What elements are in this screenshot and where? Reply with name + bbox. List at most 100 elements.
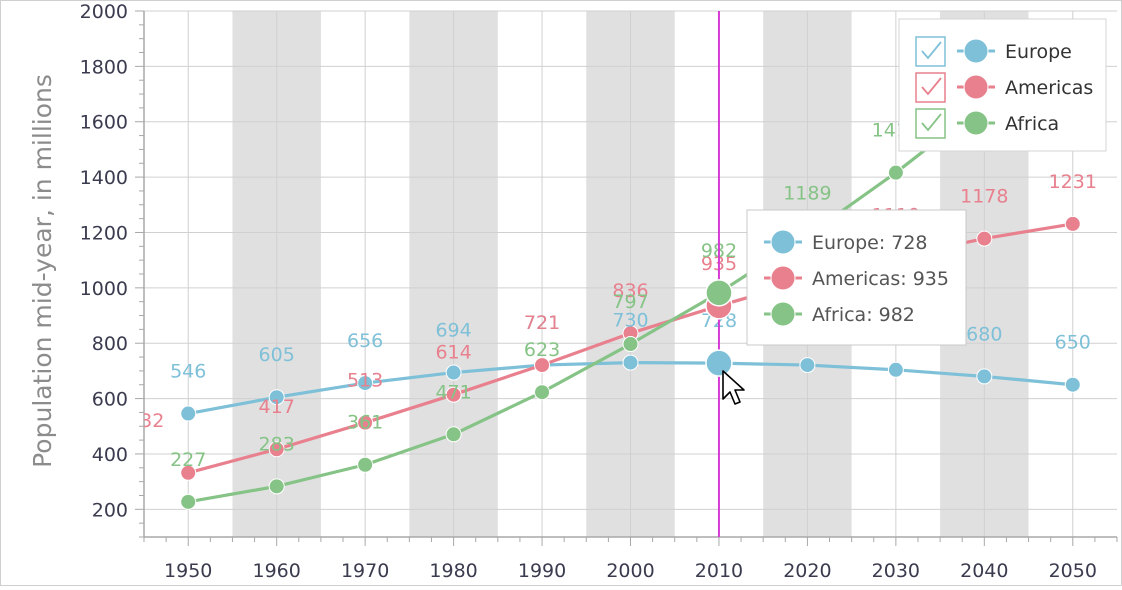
point-africa	[534, 384, 551, 401]
hovered-point-africa	[705, 279, 733, 307]
tooltip-row-americas: Americas: 935	[764, 265, 949, 291]
point-americas	[180, 464, 197, 481]
tooltip-row-africa: Africa: 982	[764, 301, 915, 327]
y-tick-label: 1200	[80, 222, 128, 244]
point-europe	[268, 389, 285, 406]
hovered-points	[705, 279, 733, 377]
point-europe	[357, 375, 374, 392]
data-label-europe: 546	[170, 361, 206, 383]
point-europe	[1064, 376, 1081, 393]
data-labels-layer: 5466056566947217307287217046806503324175…	[128, 51, 1097, 471]
tooltip-marker-icon	[764, 301, 802, 327]
data-label-africa: 471	[435, 381, 471, 403]
tooltip-label: Americas: 935	[812, 268, 949, 290]
data-label-americas: 614	[435, 342, 471, 364]
data-label-europe: 650	[1055, 332, 1091, 354]
legend-marker-icon	[957, 110, 995, 136]
data-label-americas: 1178	[960, 186, 1008, 208]
data-label-americas: 332	[128, 410, 164, 432]
point-americas	[445, 386, 462, 403]
legend-item-americas[interactable]: Americas	[915, 72, 1093, 103]
point-africa	[268, 478, 285, 495]
tooltip-label: Europe: 728	[812, 232, 928, 254]
y-tick-label: 200	[92, 499, 128, 521]
data-label-americas: 1231	[1049, 171, 1097, 193]
y-tick-label: 1000	[80, 278, 128, 300]
axes	[135, 10, 1118, 546]
x-tick-label: 2010	[695, 560, 743, 582]
point-africa	[180, 493, 197, 510]
point-europe	[180, 405, 197, 422]
data-label-europe: 721	[524, 312, 560, 334]
crosshair-tooltip: Europe: 728 Americas: 935 Africa: 982	[746, 209, 967, 346]
x-tick-label: 2040	[960, 560, 1008, 582]
data-label-africa: 283	[259, 433, 295, 455]
point-europe	[622, 354, 639, 371]
point-africa	[357, 456, 374, 473]
y-tick-label: 2000	[80, 1, 128, 23]
data-label-europe: 694	[435, 320, 471, 342]
tooltip-marker-icon	[764, 265, 802, 291]
point-americas	[534, 357, 551, 374]
x-tick-label: 1980	[429, 560, 477, 582]
legend: Europe Americas Africa	[898, 18, 1107, 152]
data-label-europe: 730	[612, 310, 648, 332]
tooltip-row-europe: Europe: 728	[764, 229, 928, 255]
y-tick-label: 800	[92, 333, 128, 355]
point-europe	[976, 368, 993, 385]
x-tick-label: 1970	[341, 560, 389, 582]
data-label-africa: 227	[170, 449, 206, 471]
tooltip-marker-icon	[764, 229, 802, 255]
point-americas	[357, 414, 374, 431]
checkbox-icon[interactable]	[915, 36, 946, 67]
y-axis-title: Population mid-year, in millions	[28, 74, 57, 468]
point-americas	[976, 230, 993, 247]
y-tick-label: 600	[92, 389, 128, 411]
y-tick-label: 1400	[80, 167, 128, 189]
y-axis-tick-labels: 200 400 600 800 1000 1200 1400 1600 1800 2000	[80, 1, 128, 521]
point-africa	[445, 426, 462, 443]
checkbox-icon[interactable]	[915, 72, 946, 103]
legend-label: Africa	[1005, 113, 1059, 135]
legend-label: Europe	[1005, 41, 1072, 63]
x-tick-label: 1990	[518, 560, 566, 582]
data-label-americas: 836	[612, 280, 648, 302]
legend-marker-icon	[957, 74, 995, 100]
data-label-africa: 797	[612, 291, 648, 313]
legend-item-europe[interactable]: Europe	[915, 36, 1072, 67]
x-tick-label: 2000	[606, 560, 654, 582]
legend-marker-icon	[957, 38, 995, 64]
y-tick-label: 400	[92, 444, 128, 466]
legend-item-africa[interactable]: Africa	[915, 108, 1059, 139]
point-europe	[799, 357, 816, 374]
x-tick-label: 2030	[872, 560, 920, 582]
point-africa	[622, 336, 639, 353]
tooltip-label: Africa: 982	[812, 304, 915, 326]
data-label-europe: 680	[966, 323, 1002, 345]
legend-label: Americas	[1005, 77, 1093, 99]
x-tick-label: 2050	[1049, 560, 1097, 582]
data-label-africa: 1189	[783, 183, 831, 205]
point-americas	[1064, 215, 1081, 232]
hovered-point-europe	[705, 349, 733, 377]
data-label-americas: 417	[259, 396, 295, 418]
y-tick-label: 1800	[80, 56, 128, 78]
point-americas	[268, 441, 285, 458]
x-tick-label: 1950	[164, 560, 212, 582]
mouse-pointer-icon	[722, 370, 745, 405]
point-europe	[445, 364, 462, 381]
x-tick-label: 2020	[783, 560, 831, 582]
data-label-africa: 361	[347, 412, 383, 434]
data-label-africa: 623	[524, 339, 560, 361]
data-label-americas: 513	[347, 370, 383, 392]
point-europe	[887, 361, 904, 378]
data-label-europe: 605	[259, 344, 295, 366]
checkbox-icon[interactable]	[915, 108, 946, 139]
x-axis-tick-labels: 1950 1960 1970 1980 1990 2000 2010 2020 2030 2040…	[164, 560, 1097, 582]
point-africa	[887, 164, 904, 181]
data-label-europe: 656	[347, 330, 383, 352]
x-tick-label: 1960	[253, 560, 301, 582]
data-label-americas: 721	[524, 312, 560, 334]
